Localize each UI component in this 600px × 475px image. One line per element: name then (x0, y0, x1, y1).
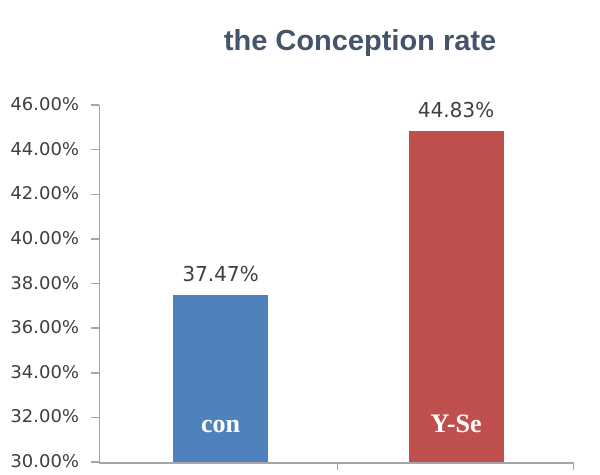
y-axis-tick-label: 36.00% (10, 317, 79, 339)
y-axis-tick-label: 40.00% (10, 227, 79, 249)
y-axis-tick-label: 32.00% (10, 406, 79, 428)
category-label-y-se: Y-Se (430, 409, 482, 438)
category-label-con: con (201, 409, 240, 438)
x-axis-line (98, 462, 574, 464)
y-axis-tick (90, 238, 99, 240)
chart-title: the Conception rate (223, 25, 497, 57)
y-axis-tick (90, 416, 99, 419)
y-axis-tick (90, 372, 99, 374)
y-axis-tick-label: 34.00% (10, 361, 79, 383)
y-axis-tick-label: 46.00% (10, 94, 79, 115)
y-axis-tick-label: 44.00% (10, 138, 79, 160)
x-axis-tick (572, 462, 574, 470)
y-axis-tick-label: 42.00% (10, 183, 79, 205)
data-label-con: 37.47% (182, 262, 259, 287)
y-axis-tick (90, 104, 99, 106)
x-axis-tick (336, 462, 338, 470)
data-label-y-se: 44.83% (417, 97, 495, 122)
y-axis-tick (90, 148, 99, 151)
y-axis-tick (90, 461, 99, 463)
y-axis-tick-label: 38.00% (10, 272, 79, 294)
y-axis-tick (90, 282, 99, 285)
y-axis-tick (90, 193, 99, 195)
y-axis-line (98, 104, 100, 464)
y-axis-tick (90, 327, 99, 329)
bar-y-se (408, 130, 504, 462)
bar-con (173, 295, 268, 462)
y-axis-tick-label: 30.00% (10, 451, 79, 472)
